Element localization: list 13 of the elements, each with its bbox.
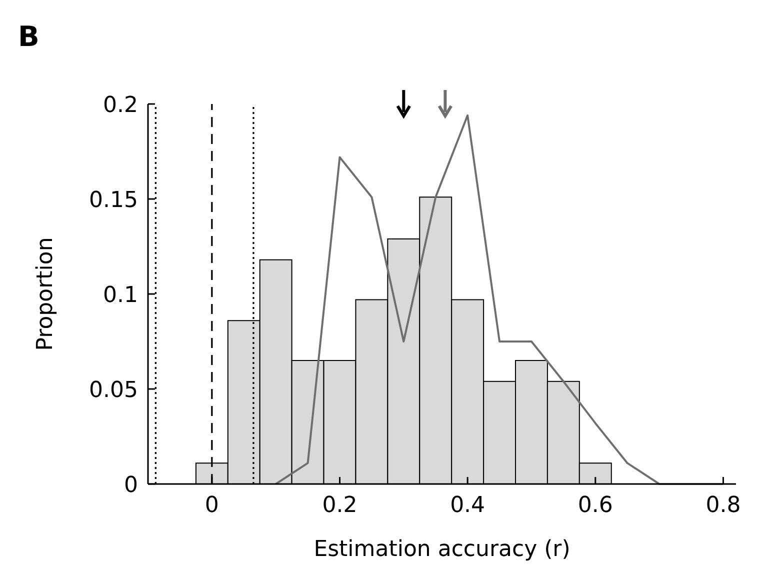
- chart-title: B: [18, 20, 40, 53]
- x-tick-label: 0.4: [450, 493, 486, 518]
- x-tick-label: 0: [204, 493, 219, 518]
- x-tick-label: 0.8: [706, 493, 741, 518]
- x-axis-title: Estimation accuracy (r): [314, 537, 570, 562]
- y-tick-label: 0: [124, 473, 138, 498]
- y-axis-title: Proportion: [33, 237, 58, 351]
- y-tick-label: 0.2: [103, 93, 138, 118]
- x-tick-label: 0.2: [322, 493, 358, 518]
- y-tick-label: 0.05: [89, 378, 138, 403]
- x-tick-label: 0.6: [578, 493, 613, 518]
- y-tick-label: 0.15: [89, 188, 138, 213]
- y-tick-label: 0.1: [103, 283, 138, 308]
